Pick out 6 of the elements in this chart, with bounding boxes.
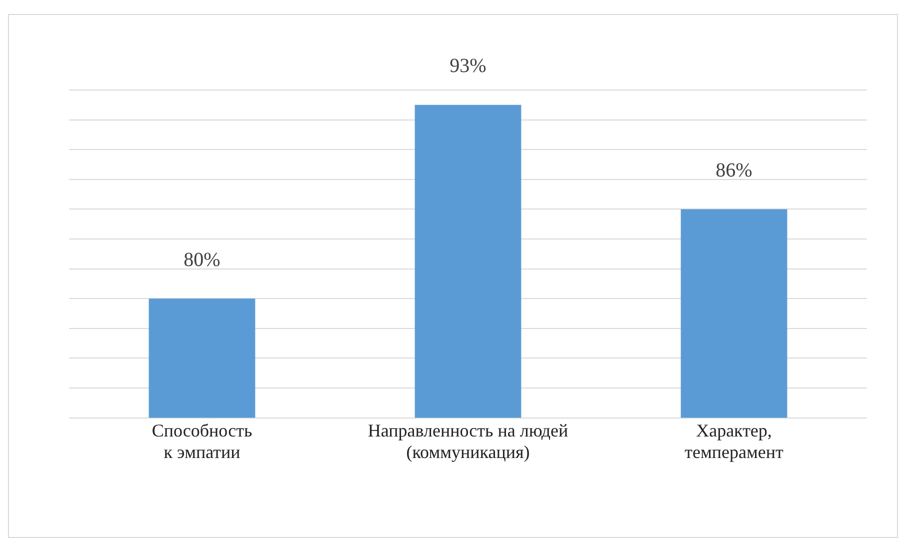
data-label: 80%	[184, 248, 220, 271]
data-label: 93%	[450, 55, 486, 78]
x-tick-label: Способность к эмпатии	[152, 420, 252, 462]
x-tick-label: Направленность на людей (коммуникация)	[368, 420, 569, 462]
x-tick-label: Характер, темперамент	[684, 420, 784, 462]
data-label: 86%	[716, 159, 752, 182]
